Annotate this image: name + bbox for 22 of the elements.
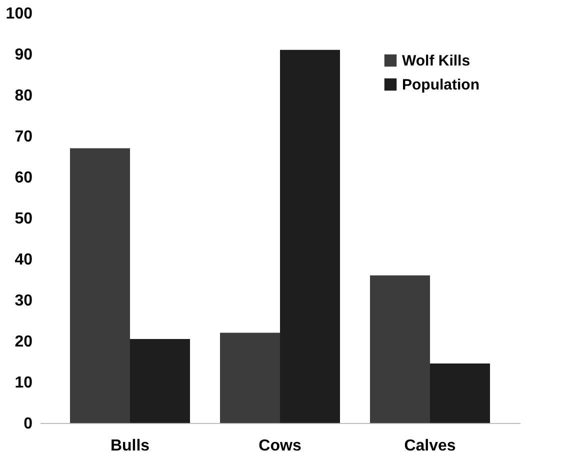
- bar: [220, 332, 280, 423]
- x-tick-label: Calves: [404, 438, 456, 454]
- y-tick-label: 30: [14, 292, 33, 310]
- y-tick-label: 60: [14, 170, 33, 186]
- legend-label: Wolf Kills: [402, 52, 470, 70]
- bar: [370, 275, 430, 423]
- bar: [430, 364, 490, 423]
- y-tick-label: 0: [24, 416, 33, 432]
- y-tick-label: 50: [14, 210, 33, 228]
- bar: [130, 338, 190, 423]
- bar: [280, 50, 340, 423]
- x-tick-label: Bulls: [110, 438, 150, 454]
- bar: [70, 148, 130, 423]
- y-tick-label: 100: [6, 6, 33, 22]
- y-tick-label: 70: [14, 128, 33, 146]
- x-tick-label: Cows: [258, 438, 302, 454]
- legend-label: Population: [402, 76, 480, 94]
- y-tick-label: 80: [14, 88, 33, 104]
- y-tick-label: 20: [14, 334, 33, 350]
- y-tick-label: 40: [14, 252, 33, 268]
- y-tick-label: 90: [14, 46, 33, 64]
- y-tick-label: 10: [14, 374, 33, 392]
